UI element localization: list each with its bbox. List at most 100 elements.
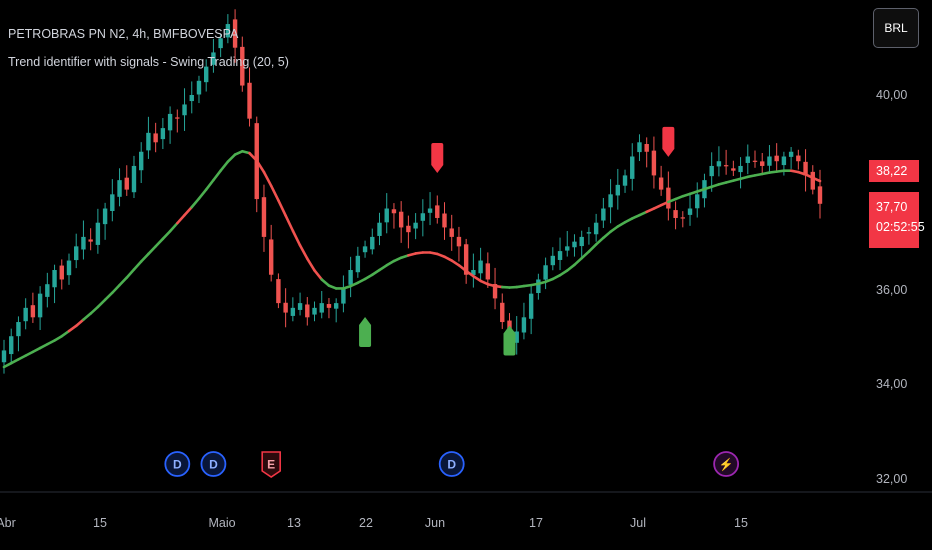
candle-body	[565, 246, 570, 251]
indicator-legend: Trend identifier with signals - Swing Tr…	[8, 55, 289, 69]
candle-body	[290, 307, 296, 316]
moving-average-segment	[450, 259, 461, 267]
candle-body	[752, 160, 758, 162]
candle-body	[95, 222, 101, 245]
moving-average-segment	[67, 324, 78, 333]
candle-body	[601, 208, 606, 221]
current-price-value: 37,70	[876, 200, 908, 214]
candle-body	[500, 302, 505, 323]
candle-body	[651, 150, 657, 176]
candle-body	[536, 279, 541, 294]
candle-body	[261, 197, 267, 237]
moving-average-segment	[392, 256, 403, 263]
moving-average-segment	[31, 346, 42, 354]
candle-body	[745, 156, 750, 163]
moving-average-segment	[269, 184, 280, 202]
x-tick-label: 22	[359, 516, 373, 530]
candle-body	[709, 165, 714, 177]
candle-body	[196, 80, 202, 95]
currency-button[interactable]: BRL	[873, 8, 919, 48]
candle-body	[45, 284, 50, 297]
candle-body	[550, 255, 556, 266]
candle-body	[319, 303, 324, 313]
x-tick-label: 17	[529, 516, 543, 530]
candle-body	[774, 155, 779, 162]
candle-body	[731, 168, 736, 171]
candle-body	[283, 302, 288, 313]
moving-average-segment	[811, 176, 822, 183]
candle-body	[370, 236, 375, 250]
candle-body	[716, 161, 722, 167]
moving-average-segment	[204, 178, 215, 191]
buy-signal-arrow	[503, 325, 516, 356]
moving-average-segment	[154, 237, 165, 248]
candle-body	[695, 194, 700, 209]
moving-average-segment	[53, 334, 64, 342]
candle-body	[803, 161, 808, 176]
moving-average-segment	[118, 276, 129, 287]
candle-body	[442, 213, 447, 228]
candle-body	[167, 113, 173, 131]
candle-body	[738, 165, 743, 173]
event-marker-label: D	[173, 458, 182, 472]
x-tick-label: 15	[93, 516, 107, 530]
x-tick-label: Jul	[630, 516, 646, 530]
candle-body	[74, 246, 79, 261]
candle-body	[781, 156, 787, 166]
candle-body	[348, 270, 353, 285]
candle-body	[673, 210, 678, 218]
moving-average-segment	[291, 229, 302, 247]
candle-body	[333, 303, 339, 309]
event-marker-label: ⚡	[719, 458, 734, 472]
candle-body	[146, 132, 151, 151]
moving-average-segment	[277, 199, 287, 217]
moving-average-segment	[385, 259, 396, 267]
moving-average-segment	[9, 358, 20, 365]
candle-body	[687, 208, 693, 215]
moving-average-segment	[580, 250, 591, 260]
moving-average-segment	[219, 160, 230, 172]
candle-body	[384, 208, 389, 223]
moving-average-segment	[103, 291, 114, 302]
moving-average-segment	[551, 273, 562, 281]
candle-body	[189, 95, 194, 102]
candle-body	[471, 270, 476, 276]
moving-average-segment	[573, 256, 583, 267]
candle-body	[413, 222, 418, 229]
moving-average-segment	[594, 236, 605, 246]
moving-average-segment	[602, 230, 612, 240]
bar-countdown: 02:52:55	[876, 220, 925, 234]
moving-average-segment	[24, 350, 35, 357]
moving-average-segment	[630, 213, 641, 220]
candle-body	[211, 52, 216, 65]
moving-average-segment	[457, 263, 468, 273]
candle-body	[420, 213, 426, 221]
candle-body	[630, 156, 635, 179]
candles-layer	[1, 9, 823, 374]
candle-body	[377, 222, 382, 236]
moving-average-segment	[212, 169, 222, 182]
candle-body	[59, 265, 64, 280]
split-event-marker	[713, 451, 740, 477]
candle-body	[398, 211, 404, 228]
candle-body	[232, 19, 238, 48]
x-tick-label: 13	[287, 516, 301, 530]
candle-body	[153, 133, 158, 143]
y-tick-label: 36,00	[876, 283, 908, 297]
candle-body	[666, 187, 671, 209]
y-tick-label: 32,00	[876, 472, 908, 486]
moving-average-segment	[659, 200, 670, 207]
candle-body	[586, 232, 592, 234]
moving-average-segment	[183, 205, 194, 217]
moving-average-segment	[139, 252, 150, 263]
x-tick-label: Maio	[208, 516, 236, 530]
candle-body	[362, 246, 368, 253]
candle-body	[492, 283, 498, 299]
moving-average-segment	[89, 305, 100, 315]
candle-body	[521, 317, 527, 333]
moving-average-segment	[443, 255, 454, 262]
sell-signal-arrow	[431, 142, 444, 173]
candle-body	[817, 186, 823, 204]
candle-body	[572, 241, 577, 248]
